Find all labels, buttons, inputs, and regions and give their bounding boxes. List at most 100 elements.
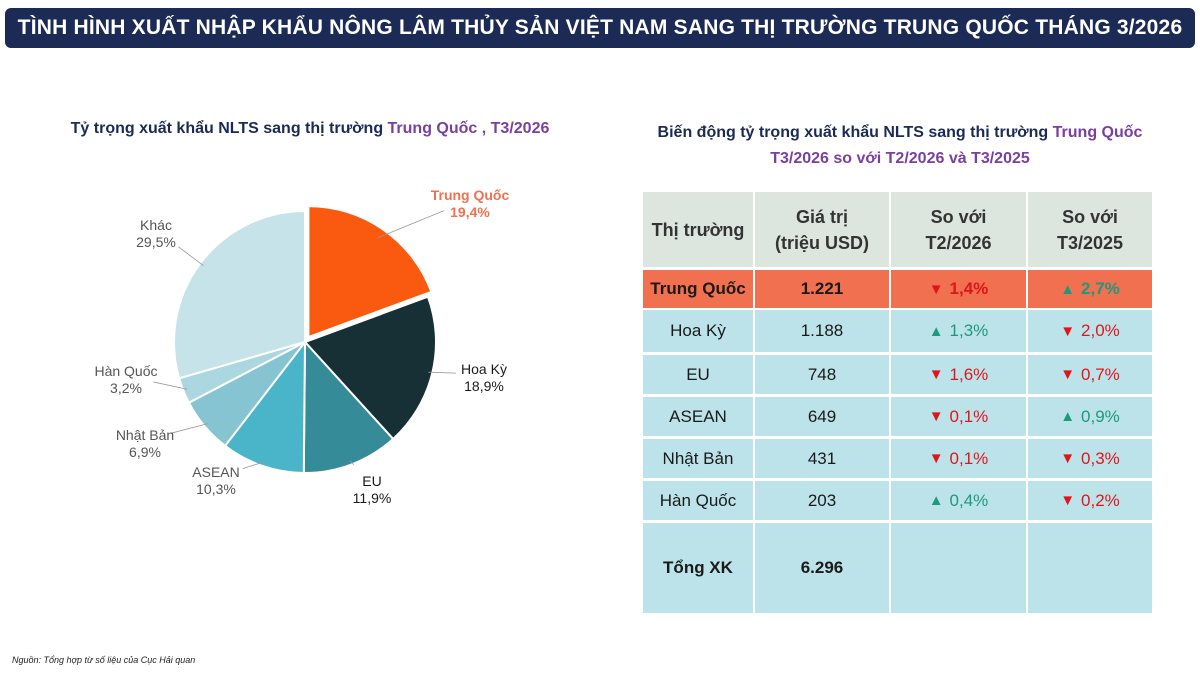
pie-title-highlight: Trung Quốc <box>387 120 478 137</box>
slice-value-label: 3,2% <box>110 380 142 396</box>
leader-line <box>178 246 204 266</box>
col-header-market: Thị trường <box>643 192 755 267</box>
triangle-up-icon: ▲ <box>1060 280 1076 298</box>
table-total-row: Tổng XK 6.296 <box>643 523 1152 613</box>
source-note: Nguồn: Tổng hợp từ số liệu của Cục Hải q… <box>12 655 196 665</box>
table-row: Hoa Kỳ 1.188 ▲ 1,3% ▼ 2,0% <box>643 310 1152 352</box>
triangle-up-icon: ▲ <box>928 492 944 509</box>
change-value: 1,3% <box>949 321 989 340</box>
change-vs-t2: ▼ 0,1% <box>891 439 1028 478</box>
leader-line <box>377 210 445 239</box>
leader-line <box>428 371 457 374</box>
triangle-down-icon: ▼ <box>1060 450 1076 467</box>
market-name: Hàn Quốc <box>643 481 755 520</box>
change-value: 2,0% <box>1081 321 1120 340</box>
change-vs-t2: ▲ 1,3% <box>891 310 1028 352</box>
change-value: 1,4% <box>949 279 989 298</box>
leader-line <box>349 460 355 466</box>
change-value: 0,3% <box>1081 448 1120 468</box>
table-row: Nhật Bản 431 ▼ 0,1% ▼ 0,3% <box>643 439 1152 478</box>
slice-label: ASEAN <box>192 464 239 480</box>
pie-slice-trung-quốc <box>307 205 433 339</box>
total-empty-cell <box>1028 523 1152 613</box>
export-value: 649 <box>755 397 891 436</box>
slice-value-label: 6,9% <box>129 444 161 460</box>
leader-line <box>171 423 208 434</box>
slice-label: Nhật Bản <box>116 427 174 443</box>
market-table: Thị trường Giá trị (triệu USD) So với T2/2… <box>643 192 1152 613</box>
slice-value-label: 11,9% <box>353 490 392 506</box>
change-value: 0,4% <box>949 490 989 510</box>
triangle-down-icon: ▼ <box>1060 492 1076 509</box>
triangle-up-icon: ▲ <box>928 322 944 340</box>
header-banner: TÌNH HÌNH XUẤT NHẬP KHẨU NÔNG LÂM THỦY S… <box>5 8 1195 48</box>
table-title-period: T3/2026 so với T2/2026 và T3/2025 <box>770 150 1030 167</box>
change-vs-t3: ▼ 0,7% <box>1028 355 1152 394</box>
export-value: 748 <box>755 355 891 394</box>
market-name: Nhật Bản <box>643 439 755 478</box>
triangle-down-icon: ▼ <box>928 450 944 467</box>
export-value: 431 <box>755 439 891 478</box>
change-vs-t3: ▼ 0,3% <box>1028 439 1152 478</box>
slice-label: Hoa Kỳ <box>461 361 507 377</box>
change-vs-t2: ▼ 0,1% <box>891 397 1028 436</box>
col-header-vs-t2: So với T2/2026 <box>891 192 1028 267</box>
table-row: Trung Quốc 1.221 ▼ 1,4% ▲ 2,7% <box>643 270 1152 308</box>
total-label: Tổng XK <box>643 523 755 613</box>
market-name: Hoa Kỳ <box>643 310 755 352</box>
change-value: 0,1% <box>949 406 989 426</box>
change-vs-t2: ▼ 1,4% <box>891 270 1028 308</box>
total-empty-cell <box>891 523 1028 613</box>
triangle-down-icon: ▼ <box>1060 322 1076 340</box>
triangle-down-icon: ▼ <box>1060 366 1076 383</box>
total-value: 6.296 <box>755 523 891 613</box>
slice-label: Khác <box>140 217 172 233</box>
pie-slice-eu <box>302 339 395 474</box>
triangle-down-icon: ▼ <box>928 366 944 383</box>
export-value: 203 <box>755 481 891 520</box>
market-name: ASEAN <box>643 397 755 436</box>
triangle-up-icon: ▲ <box>1060 408 1076 425</box>
page-title: TÌNH HÌNH XUẤT NHẬP KHẨU NÔNG LÂM THỦY S… <box>17 16 1183 39</box>
leader-line <box>153 381 188 390</box>
export-value: 1.221 <box>755 270 891 308</box>
triangle-down-icon: ▼ <box>928 280 944 298</box>
pie-chart-title: Tỷ trọng xuất khẩu NLTS sang thị trường … <box>20 116 600 142</box>
leader-line <box>242 461 264 469</box>
market-name: EU <box>643 355 755 394</box>
pie-slice-hoa-kỳ <box>303 295 437 441</box>
export-value: 1.188 <box>755 310 891 352</box>
pie-title-text: Tỷ trọng xuất khẩu NLTS sang thị trường <box>70 120 388 137</box>
change-vs-t2: ▲ 0,4% <box>891 481 1028 520</box>
slice-value-label: 18,9% <box>464 378 504 394</box>
table-row: Hàn Quốc 203 ▲ 0,4% ▼ 0,2% <box>643 481 1152 520</box>
slice-label: EU <box>362 473 381 489</box>
change-value: 2,7% <box>1081 279 1120 298</box>
change-vs-t3: ▼ 0,2% <box>1028 481 1152 520</box>
slice-label: Trung Quốc <box>431 187 510 203</box>
change-value: 0,1% <box>949 448 989 468</box>
col-header-value: Giá trị (triệu USD) <box>755 192 891 267</box>
table-title: Biến động tỷ trọng xuất khẩu NLTS sang t… <box>620 120 1180 172</box>
change-value: 0,7% <box>1081 364 1120 384</box>
pie-title-period: , T3/2026 <box>477 120 550 137</box>
table-title-text: Biến động tỷ trọng xuất khẩu NLTS sang t… <box>657 124 1053 141</box>
change-vs-t3: ▲ 0,9% <box>1028 397 1152 436</box>
col-header-vs-t3: So với T3/2025 <box>1028 192 1152 267</box>
change-value: 1,6% <box>949 364 989 384</box>
table-row: ASEAN 649 ▼ 0,1% ▲ 0,9% <box>643 397 1152 436</box>
slice-label: Hàn Quốc <box>94 363 157 379</box>
change-vs-t3: ▼ 2,0% <box>1028 310 1152 352</box>
table-title-highlight: Trung Quốc <box>1052 124 1143 141</box>
change-value: 0,9% <box>1081 406 1120 426</box>
change-value: 0,2% <box>1081 490 1120 510</box>
change-vs-t2: ▼ 1,6% <box>891 355 1028 394</box>
table-header-row: Thị trường Giá trị (triệu USD) So với T2/2… <box>643 192 1152 267</box>
change-vs-t3: ▲ 2,7% <box>1028 270 1152 308</box>
market-name: Trung Quốc <box>643 270 755 308</box>
slice-value-label: 10,3% <box>196 481 236 497</box>
slice-value-label: 19,4% <box>450 204 490 220</box>
table-row: EU 748 ▼ 1,6% ▼ 0,7% <box>643 355 1152 394</box>
slice-value-label: 29,5% <box>136 234 176 250</box>
